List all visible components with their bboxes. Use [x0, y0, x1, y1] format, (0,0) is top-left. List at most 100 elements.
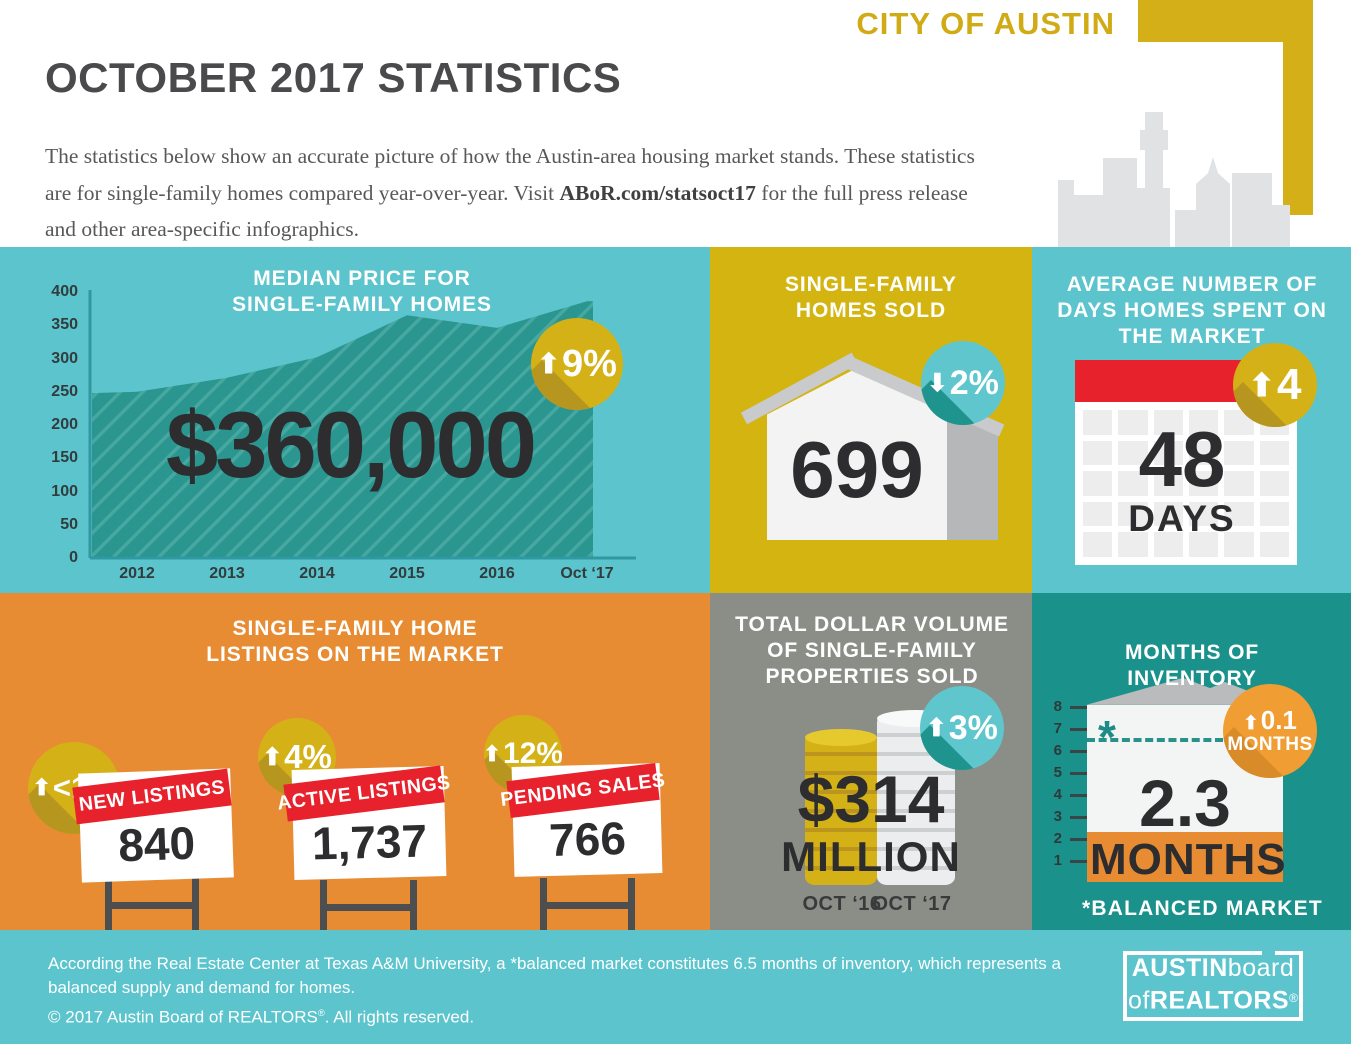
inventory-scale-tick [1070, 750, 1094, 753]
balanced-market-asterisk: * [1098, 711, 1116, 763]
inventory-change-badge: ⬆0.1 MONTHS [1223, 684, 1317, 778]
days-title: AVERAGE NUMBER OF DAYS HOMES SPENT ON TH… [1047, 272, 1337, 350]
logo-line2: ofREALTORS® [1128, 985, 1298, 1017]
inventory-unit: MONTHS [1090, 835, 1287, 884]
calendar-cell [1083, 501, 1113, 527]
abor-logo: AUSTINboard ofREALTORS® [1123, 951, 1303, 1021]
coin-label-oct17: OCT ‘17 [872, 893, 952, 915]
homes-sold-title: SINGLE-FAMILY HOMES SOLD [730, 272, 1012, 324]
sign-crossbar [105, 902, 199, 909]
calendar-cell [1259, 440, 1289, 466]
calendar-cell [1118, 532, 1148, 557]
days-title-line3: THE MARKET [1118, 325, 1266, 348]
inventory-fill-band [1087, 832, 1283, 882]
inventory-scale-tick [1070, 772, 1094, 775]
y-axis-tick-label: 350 [51, 316, 78, 334]
inventory-scale-tick [1070, 794, 1094, 797]
homes-sold-title-line1: SINGLE-FAMILY [785, 273, 957, 296]
volume-title-line2: OF SINGLE-FAMILY [767, 639, 977, 662]
inventory-change-unit: MONTHS [1227, 733, 1313, 755]
sign-legs [540, 878, 635, 930]
calendar-cell [1153, 532, 1183, 557]
calendar-cell [1224, 471, 1254, 496]
brand-title: CITY OF AUSTIN [856, 6, 1115, 41]
calendar-cell [1083, 440, 1113, 466]
inventory-scale-number: 6 [1053, 742, 1062, 759]
homes-sold-change-badge: ⬇ 2% [921, 341, 1005, 425]
skyline-building [1058, 180, 1074, 247]
inventory-scale-number: 3 [1053, 808, 1062, 825]
footer-copyright: © 2017 Austin Board of REALTORS®. All ri… [48, 1001, 474, 1030]
skyline-building [1132, 188, 1170, 247]
registered-mark: ® [317, 1008, 325, 1018]
calendar-grid [1083, 410, 1289, 557]
calendar-cell [1259, 532, 1289, 557]
copyright-pre: © 2017 Austin Board of REALTORS [48, 1007, 318, 1027]
calendar-cell [1118, 501, 1148, 527]
sign-legs [320, 880, 417, 930]
skyline-building [1272, 205, 1290, 247]
homes-sold-change-value: 2% [949, 363, 999, 402]
coin-top [805, 729, 877, 746]
days-change-value: 4 [1277, 360, 1302, 409]
inventory-scale-tick [1070, 816, 1094, 819]
up-arrow-icon: ⬆ [484, 741, 502, 766]
gold-corner-bar-vertical [1283, 42, 1313, 215]
calendar-cell [1224, 440, 1254, 466]
skyline-building [1103, 158, 1137, 247]
median-price-title: MEDIAN PRICE FOR SINGLE-FAMILY HOMES [112, 266, 612, 318]
footer-note-line2: balanced supply and demand for homes. [48, 978, 356, 997]
y-axis-tick-label: 300 [51, 349, 78, 367]
balanced-market-footnote: *BALANCED MARKET [1082, 897, 1323, 920]
calendar-cell [1118, 471, 1148, 496]
x-axis-tick-label: 2012 [119, 565, 155, 582]
footer-note-line1: According the Real Estate Center at Texa… [48, 954, 1061, 973]
volume-title-line3: PROPERTIES SOLD [765, 665, 979, 688]
logo-board: board [1227, 953, 1295, 982]
inventory-scale-number: 5 [1053, 764, 1062, 781]
new-listings-value: 840 [117, 816, 196, 872]
median-price-change-badge: ⬆ 9% [531, 318, 623, 410]
y-axis-tick-label: 150 [51, 449, 78, 467]
y-axis-tick-label: 100 [51, 482, 78, 500]
volume-value: $314 MILLION [746, 766, 996, 878]
inventory-scale-number: 4 [1053, 786, 1062, 803]
pending-sales-change-value: 12% [503, 737, 562, 770]
days-change-badge: ⬆ 4 [1233, 343, 1317, 427]
inventory-scale-tick [1070, 838, 1094, 841]
y-axis-tick-label: 250 [51, 382, 78, 400]
x-axis-tick-label: 2015 [389, 565, 425, 582]
median-price-title-line2: SINGLE-FAMILY HOMES [232, 293, 492, 316]
sign-legs [105, 878, 199, 930]
sign-crossbar [540, 902, 635, 909]
up-arrow-icon: ⬆ [926, 715, 947, 742]
logo-realtors: REALTORS [1149, 986, 1290, 1015]
inventory-title: MONTHS OF INVENTORY [1047, 640, 1337, 692]
listings-title-line1: SINGLE-FAMILY HOME [232, 617, 478, 640]
intro-paragraph: The statistics below show an accurate pi… [45, 138, 975, 248]
gold-corner-bar-horizontal [1138, 0, 1313, 42]
pending-sales-value: 766 [548, 811, 627, 866]
inventory-value: 2.3 MONTHS [1090, 770, 1287, 884]
median-price-change-value: 9% [562, 342, 617, 385]
inventory-scale-number: 7 [1053, 720, 1062, 737]
calendar-cell [1153, 501, 1183, 527]
skyline-building [1232, 173, 1272, 247]
volume-title: TOTAL DOLLAR VOLUME OF SINGLE-FAMILY PRO… [731, 612, 1013, 690]
house-side-wall [947, 415, 998, 540]
coin-label-oct16: OCT ‘16 [802, 893, 882, 915]
median-price-title-line1: MEDIAN PRICE FOR [253, 267, 471, 290]
skyline-spire-building [1196, 157, 1230, 247]
days-unit: DAYS [1128, 498, 1236, 539]
volume-number: $314 [797, 762, 945, 836]
calendar-cell [1189, 532, 1219, 557]
copyright-post: . All rights reserved. [324, 1007, 475, 1027]
page-title: OCTOBER 2017 STATISTICS [45, 54, 622, 101]
logo-registered-mark: ® [1289, 990, 1298, 1005]
balanced-market-dashed-line [1087, 738, 1223, 742]
calendar-cell [1083, 410, 1113, 435]
inventory-scale-tick [1070, 728, 1094, 731]
stats-link[interactable]: ABoR.com/statsoct17 [559, 180, 756, 205]
calendar-cell [1189, 410, 1219, 435]
sign-crossbar [320, 904, 417, 911]
